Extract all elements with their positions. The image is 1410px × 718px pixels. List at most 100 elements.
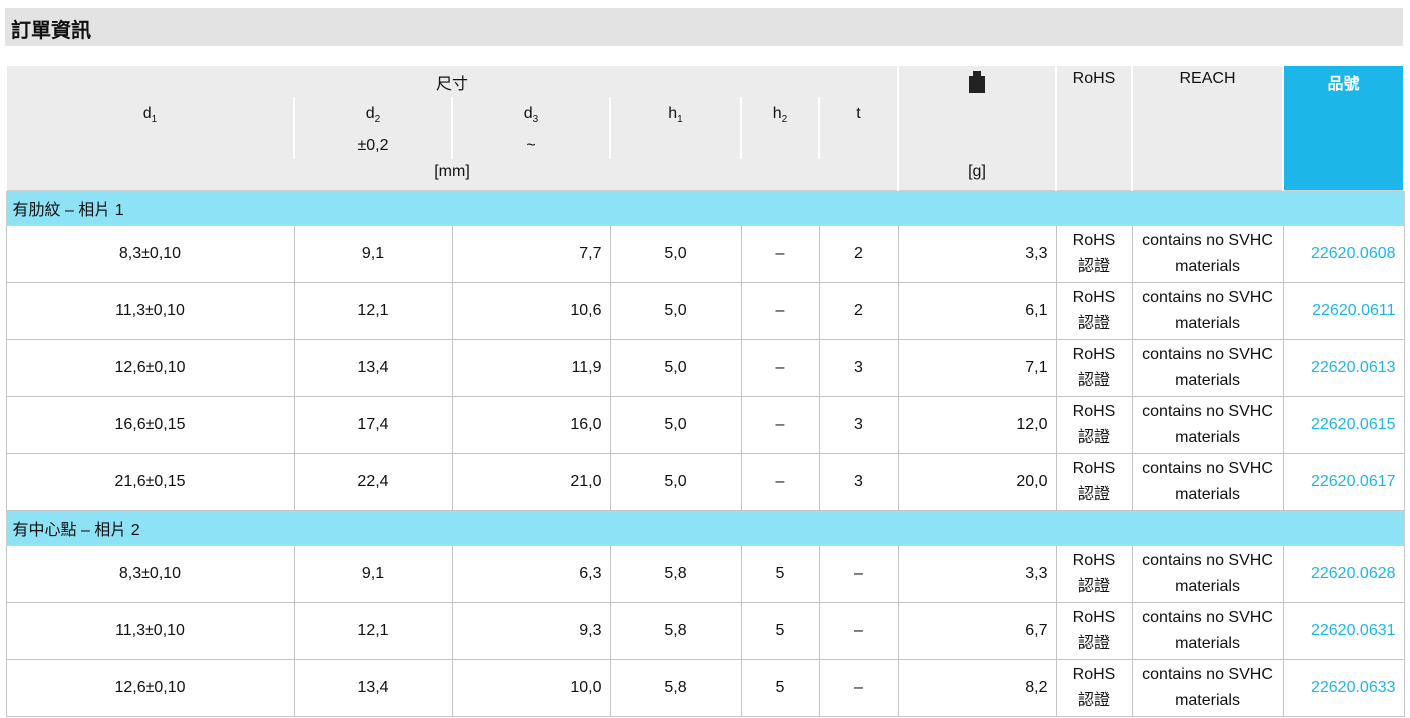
part-no-cell: 22620.0611 [1282,282,1405,341]
part-no-cell: 22620.0633 [1282,659,1405,718]
data-row: 16,6±0,15 17,4 16,0 5,0–3 12,0 RoHS 認證 contains… [5,396,1405,455]
cell: – [740,225,820,284]
cell: 16,0 [451,396,611,455]
part-no-cell: 22620.0631 [1282,602,1405,661]
column-row: d1 d2 ±0,2 d3 ~ h1 h2 t [5,97,1404,160]
reach-header: REACH [1131,66,1285,191]
part-no-link[interactable]: 22620.0628 [1310,565,1396,583]
part-no-link[interactable]: 22620.0608 [1310,245,1396,263]
rohs-text: 認證 [1078,429,1111,447]
rohs-cell: RoHS 認證 [1055,282,1133,341]
column-name: h [772,105,782,122]
rohs-text: 認證 [1078,315,1111,333]
part-no-link[interactable]: 22620.0631 [1310,622,1396,640]
cell: 8,3±0,10 [5,225,295,284]
weight-icon [969,71,986,93]
rohs-text: 認證 [1078,692,1111,710]
column-subscript: 1 [151,114,158,126]
cell: 6,1 [897,282,1057,341]
column-note: ±0,2 [357,137,389,155]
rohs-text: 認證 [1078,372,1111,390]
column-header: t [817,97,900,160]
cell: 21,6±0,15 [5,453,295,512]
rohs-cell: RoHS 認證 [1055,396,1133,455]
cell: 6,3 [451,545,611,604]
part-no-cell: 22620.0608 [1282,225,1405,284]
cell: 5,0 [609,339,742,398]
column-name: t [856,105,861,122]
part-no-cell: 22620.0628 [1282,545,1405,604]
data-row: 8,3±0,10 9,1 6,3 5,8 5–3,3 RoHS 認證 contains no … [5,545,1405,604]
rohs-text: 認證 [1078,578,1111,596]
cell: 7,7 [451,225,611,284]
cell: 8,3±0,10 [5,545,295,604]
part-no-link[interactable]: 22620.0617 [1310,473,1396,491]
cell: 12,1 [293,602,453,661]
cell: – [740,453,820,512]
rohs-text: 認證 [1078,486,1111,504]
data-row: 12,6±0,10 13,4 10,0 5,8 5–8,2 RoHS 認證 contains … [5,659,1405,718]
cell: 9,3 [451,602,611,661]
reach-cell: contains no SVHC materials [1131,225,1284,284]
part-no-link[interactable]: 22620.0615 [1310,416,1396,434]
rohs-cell: RoHS 認證 [1055,659,1133,718]
table-header: 尺寸 RoHS REACH 品號 d1 d2 ±0,2 d3 ~ h1 h2 t [mm] [… [4,66,1406,191]
cell: 12,0 [897,396,1057,455]
cell: – [740,339,820,398]
cell: 20,0 [897,453,1057,512]
data-row: 11,3±0,10 12,1 9,3 5,8 5–6,7 RoHS 認證 contains n… [5,602,1405,661]
cell: 16,6±0,15 [5,396,295,455]
rohs-text: RoHS [1072,609,1116,627]
column-subscript: 2 [374,114,381,126]
column-subscript: 2 [781,114,788,126]
column-header: d2 ±0,2 [293,97,453,160]
column-header: h1 [609,97,742,160]
cell: 17,4 [293,396,453,455]
cell: 13,4 [293,659,453,718]
cell: 3 [818,339,899,398]
table-body: 有肋紋 – 相片 1 8,3±0,10 9,1 7,7 5,0–2 3,3 RoHS 認證 co… [5,190,1405,718]
cell: 12,6±0,10 [5,659,295,718]
part-no-cell: 22620.0613 [1282,339,1405,398]
data-row: 8,3±0,10 9,1 7,7 5,0–2 3,3 RoHS 認證 contains no … [5,225,1405,284]
cell: 5 [740,602,820,661]
rohs-header: RoHS [1055,66,1134,191]
order-table: 尺寸 RoHS REACH 品號 d1 d2 ±0,2 d3 ~ h1 h2 t [mm] [… [4,66,1406,718]
cell: 6,7 [897,602,1057,661]
reach-cell: contains no SVHC materials [1131,602,1284,661]
cell: 7,1 [897,339,1057,398]
group-label: 有中心點 – 相片 2 [5,510,1405,547]
cell: 5,8 [609,659,742,718]
cell: 5,0 [609,282,742,341]
part-no-link[interactable]: 22620.0633 [1310,679,1396,697]
group-row: 有肋紋 – 相片 1 [5,190,1405,227]
column-name: d [523,105,533,122]
part-no-link[interactable]: 22620.0613 [1310,359,1396,377]
rohs-text: RoHS [1072,232,1116,250]
group-label: 有肋紋 – 相片 1 [5,190,1405,227]
rohs-cell: RoHS 認證 [1055,545,1133,604]
rohs-cell: RoHS 認證 [1055,453,1133,512]
cell: – [740,396,820,455]
part-no-header: 品號 [1282,66,1406,191]
rohs-text: RoHS [1072,403,1116,421]
cell: – [818,545,899,604]
cell: 9,1 [293,545,453,604]
column-note: ~ [526,137,536,155]
cell: 12,6±0,10 [5,339,295,398]
part-no-link[interactable]: 22620.0611 [1312,302,1396,320]
cell: 5,8 [609,602,742,661]
reach-cell: contains no SVHC materials [1131,339,1284,398]
reach-cell: contains no SVHC materials [1131,659,1284,718]
rohs-text: 認證 [1078,258,1111,276]
cell: 8,2 [897,659,1057,718]
rohs-cell: RoHS 認證 [1055,339,1133,398]
group-row: 有中心點 – 相片 2 [5,510,1405,547]
rohs-cell: RoHS 認證 [1055,225,1133,284]
rohs-text: RoHS [1072,346,1116,364]
column-subscript: 3 [532,114,539,126]
cell: 22,4 [293,453,453,512]
data-row: 11,3±0,10 12,1 10,6 5,0–2 6,1 RoHS 認證 contains … [5,282,1405,341]
group-header: 尺寸 [4,66,900,97]
